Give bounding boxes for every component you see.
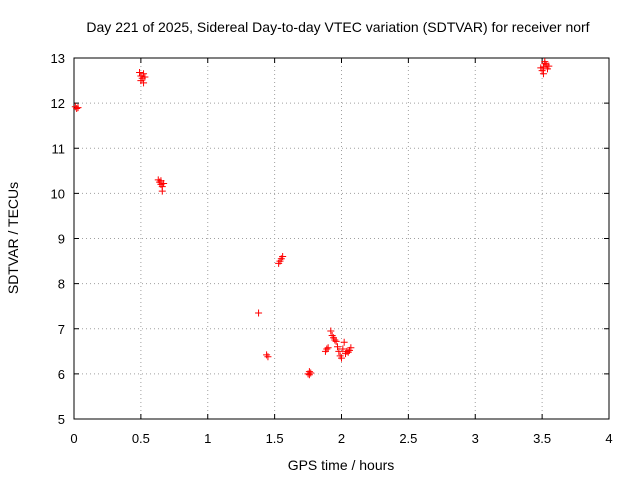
y-tick-label: 9 <box>58 232 65 247</box>
data-point <box>335 347 343 355</box>
data-point <box>344 348 352 356</box>
x-axis-label: GPS time / hours <box>288 457 395 473</box>
data-point <box>332 337 340 345</box>
data-point <box>140 70 148 78</box>
data-point <box>338 354 345 362</box>
data-point <box>538 67 546 75</box>
y-tick-label: 6 <box>58 367 65 382</box>
data-point <box>140 79 148 87</box>
y-tick-label: 5 <box>58 412 65 427</box>
data-point <box>539 70 547 78</box>
data-point <box>255 309 263 317</box>
data-point <box>324 344 332 352</box>
x-tick-label: 2.5 <box>399 431 417 446</box>
x-axis-tick-labels: 0 0.5 1 1.5 2 2.5 3 3.5 4 <box>70 431 612 446</box>
data-point <box>541 58 549 66</box>
data-point <box>327 327 335 335</box>
x-tick-label: 3.5 <box>533 431 551 446</box>
y-tick-label: 11 <box>52 141 66 156</box>
data-point <box>74 104 82 112</box>
data-point <box>158 187 166 195</box>
data-point <box>333 343 341 351</box>
x-tick-label: 0.5 <box>132 431 150 446</box>
data-point <box>141 73 149 81</box>
x-tick-label: 3 <box>472 431 479 446</box>
data-point <box>305 368 313 376</box>
data-point <box>323 345 331 353</box>
x-tick-label: 1 <box>204 431 211 446</box>
axis-ticks <box>73 57 610 420</box>
y-tick-label: 8 <box>58 277 65 292</box>
data-point <box>340 338 348 346</box>
data-point <box>331 336 339 344</box>
data-point <box>339 345 347 353</box>
x-tick-label: 1.5 <box>266 431 284 446</box>
y-tick-label: 10 <box>51 186 65 201</box>
y-tick-label: 7 <box>58 322 65 337</box>
chart-title: Day 221 of 2025, Sidereal Day-to-day VTE… <box>86 19 589 35</box>
data-point <box>136 68 144 76</box>
data-point <box>263 351 271 359</box>
data-point <box>279 253 287 261</box>
data-point <box>160 179 168 187</box>
x-tick-label: 4 <box>605 431 612 446</box>
data-point <box>545 62 553 70</box>
x-tick-label: 2 <box>338 431 345 446</box>
y-axis-label: SDTVAR / TECUs <box>5 182 21 294</box>
grid-lines <box>74 58 609 419</box>
y-tick-label: 13 <box>51 51 65 66</box>
data-point <box>347 344 355 352</box>
y-axis-tick-labels: 5 6 7 8 9 10 11 12 13 <box>51 51 65 427</box>
data-point <box>73 105 81 113</box>
y-tick-label: 12 <box>51 96 65 111</box>
x-tick-label: 0 <box>70 431 77 446</box>
data-point <box>307 369 315 377</box>
data-points <box>71 58 553 379</box>
data-point <box>264 353 272 361</box>
